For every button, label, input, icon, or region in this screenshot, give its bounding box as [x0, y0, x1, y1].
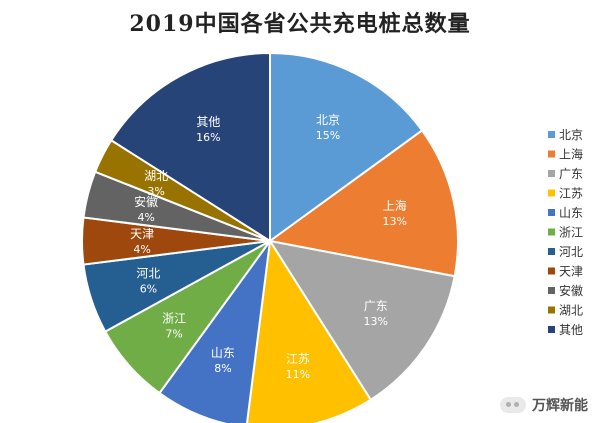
slice-percent-1: 13%: [383, 215, 407, 228]
pie-slice-2: [267, 239, 456, 402]
slice-label-8: 安徽: [134, 194, 158, 209]
pie-slice-1: [267, 129, 459, 278]
slice-label-2: 广东: [364, 299, 388, 313]
legend-swatch-8: [548, 287, 555, 294]
slice-percent-5: 7%: [165, 328, 182, 341]
chart-title: 2019中国各省公共充电桩总数量: [129, 11, 471, 37]
legend-label-2: 广东: [559, 167, 583, 181]
pie-slice-4: [158, 240, 271, 423]
watermark-text: 万辉新能: [532, 398, 588, 414]
slice-percent-7: 4%: [133, 243, 150, 256]
pie-slice-3: [245, 238, 373, 423]
slice-percent-4: 8%: [214, 362, 231, 375]
slice-label-3: 江苏: [286, 352, 310, 366]
wechat-icon: [500, 397, 526, 413]
legend-label-9: 湖北: [559, 303, 583, 318]
slice-label-6: 河北: [136, 267, 160, 281]
slice-percent-2: 13%: [364, 315, 388, 328]
slice-label-10: 其他: [196, 115, 220, 129]
legend-label-7: 天津: [559, 265, 583, 279]
legend-label-8: 安徽: [559, 283, 583, 298]
slice-label-0: 北京: [316, 113, 340, 127]
slice-label-1: 上海: [383, 198, 407, 213]
legend-swatch-9: [548, 306, 555, 314]
watermark: 万辉新能: [500, 395, 588, 415]
legend-swatch-2: [548, 170, 555, 177]
legend-label-6: 河北: [559, 245, 583, 259]
pie-slice-0: [269, 51, 424, 243]
slice-label-9: 湖北: [144, 168, 168, 183]
pie-slice-10: [109, 51, 271, 243]
legend-label-4: 山东: [559, 206, 583, 220]
legend-swatch-6: [548, 248, 555, 255]
slice-percent-9: 3%: [147, 185, 164, 198]
legend-swatch-0: [548, 131, 555, 138]
slice-percent-6: 6%: [140, 283, 157, 296]
legend-swatch-4: [548, 209, 555, 216]
slice-label-7: 天津: [130, 227, 154, 241]
slice-percent-10: 16%: [196, 131, 220, 144]
slice-label-4: 山东: [211, 346, 235, 360]
legend-swatch-1: [548, 150, 555, 158]
legend-label-5: 浙江: [559, 226, 583, 240]
legend-label-3: 江苏: [559, 187, 583, 201]
slice-percent-3: 11%: [286, 368, 310, 381]
legend-label-1: 上海: [559, 147, 583, 162]
legend-swatch-5: [548, 228, 555, 236]
legend-swatch-3: [548, 189, 555, 197]
legend-swatch-10: [548, 326, 555, 333]
slice-label-5: 浙江: [162, 312, 186, 326]
legend-label-0: 北京: [559, 128, 583, 142]
slice-percent-8: 4%: [137, 211, 154, 224]
legend-label-10: 其他: [559, 323, 583, 337]
slice-percent-0: 15%: [316, 129, 340, 142]
legend-swatch-7: [548, 267, 555, 275]
